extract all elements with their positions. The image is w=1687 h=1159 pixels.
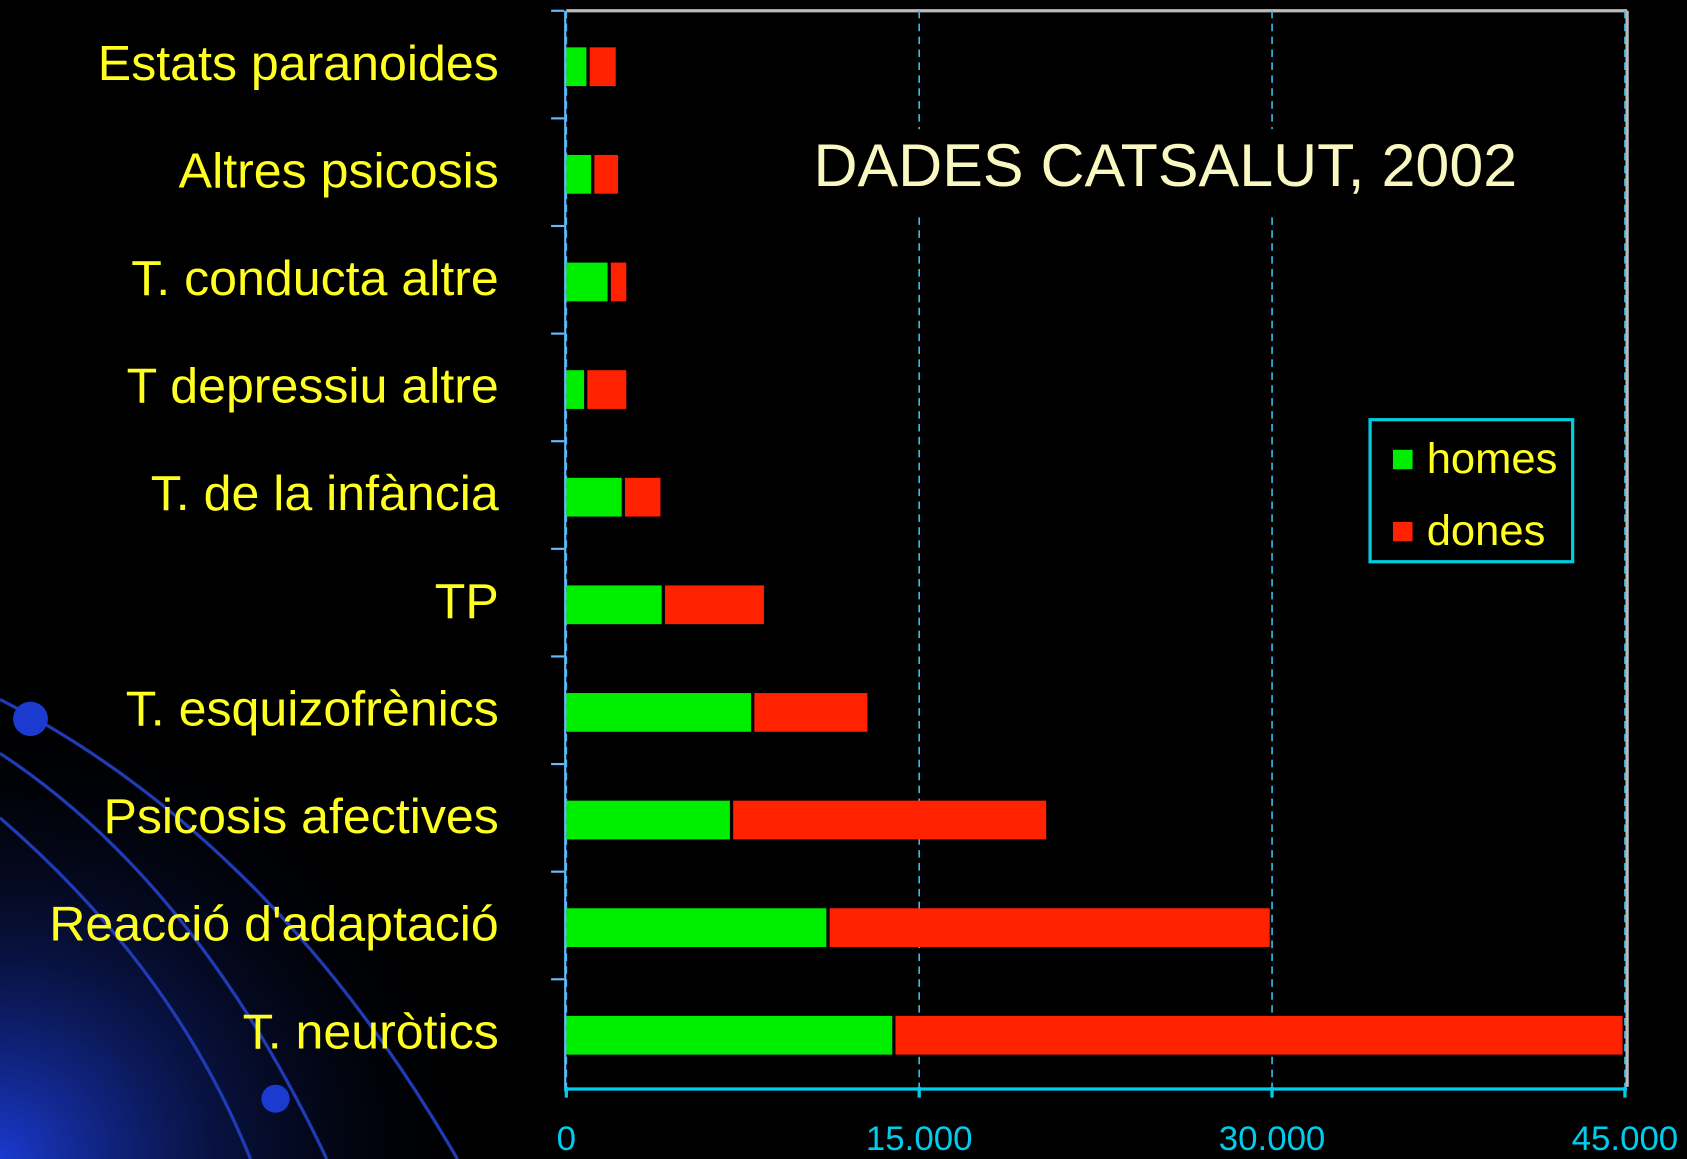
decoration-dot: [13, 702, 48, 736]
legend-label: homes: [1427, 435, 1558, 483]
bar-segment: [665, 585, 764, 624]
bar-segment: [587, 370, 626, 409]
bar-segment: [566, 585, 661, 624]
bar-segment: [566, 47, 586, 86]
chart-title: DADES CATSALUT, 2002: [813, 131, 1517, 199]
y-tick-label: Estats paranoides: [98, 35, 499, 91]
x-tick-label: 30.000: [1219, 1120, 1326, 1158]
bar-segment: [566, 1016, 892, 1055]
bar-segment: [566, 370, 584, 409]
chart: 0 15.000 30.000 45.000 DADES CATSALUT, 2002 E…: [0, 0, 1687, 1159]
y-tick-label: Reacció d'adaptació: [49, 896, 499, 952]
bar-segment: [566, 478, 621, 517]
bar-segment: [590, 47, 616, 86]
x-tick-label: 45.000: [1572, 1120, 1679, 1158]
bar-segment: [625, 478, 660, 517]
bar-segment: [611, 263, 626, 302]
bar-segment: [566, 908, 826, 947]
bar-segment: [566, 801, 730, 840]
bar-segment: [594, 155, 618, 194]
bar-segment: [895, 1016, 1622, 1055]
y-tick-label: T. esquizofrènics: [126, 681, 499, 737]
bar-segment: [733, 801, 1046, 840]
bar-segment: [566, 155, 591, 194]
bar-segment: [754, 693, 867, 732]
y-tick-label: TP: [435, 573, 499, 629]
x-tick-label: 0: [557, 1120, 576, 1158]
y-tick-label: Psicosis afectives: [103, 788, 498, 844]
x-tick-label: 15.000: [866, 1120, 973, 1158]
legend-label: dones: [1427, 507, 1546, 555]
legend-swatch: [1393, 522, 1413, 541]
y-tick-label: T. neuròtics: [243, 1004, 499, 1060]
y-tick-label: Altres psicosis: [179, 143, 499, 199]
decoration-dot: [261, 1085, 289, 1113]
legend-swatch: [1393, 450, 1413, 469]
bar-segment: [566, 693, 751, 732]
y-tick-label: T depressiu altre: [127, 358, 499, 414]
y-tick-label: T. conducta altre: [131, 250, 499, 306]
bar-segment: [566, 263, 607, 302]
bar-segment: [830, 908, 1270, 947]
page: 0 15.000 30.000 45.000 DADES CATSALUT, 2002 E…: [0, 0, 1687, 1159]
y-tick-label: T. de la infància: [151, 466, 499, 522]
